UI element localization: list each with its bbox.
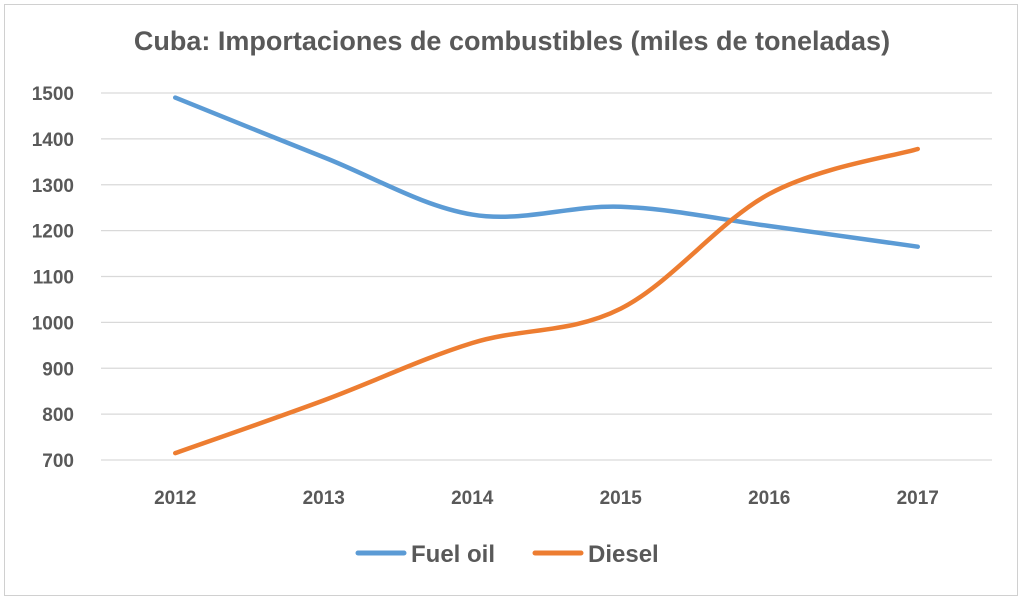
legend-label-fuel-oil: Fuel oil <box>411 541 495 568</box>
x-tick-label: 2013 <box>303 488 345 509</box>
x-tick-label: 2016 <box>748 488 790 509</box>
chart-frame <box>4 4 1018 596</box>
y-tick-label: 800 <box>42 405 74 426</box>
y-tick-label: 1200 <box>32 222 74 243</box>
x-tick-label: 2012 <box>154 488 196 509</box>
series-line-diesel <box>173 146 920 456</box>
y-tick-label: 900 <box>42 359 74 380</box>
legend: Fuel oil Diesel <box>355 541 659 568</box>
gridlines <box>101 92 992 461</box>
series-lines <box>173 95 920 456</box>
y-tick-label: 1100 <box>33 268 74 289</box>
y-tick-label: 1400 <box>32 130 74 151</box>
legend-label-diesel: Diesel <box>588 541 659 568</box>
y-tick-label: 1500 <box>32 84 74 105</box>
series-line-fuel-oil <box>173 95 920 249</box>
y-tick-label: 700 <box>42 451 74 472</box>
x-axis-ticks: 2012 2013 2014 2015 2016 2017 <box>154 488 939 509</box>
y-tick-label: 1000 <box>32 313 74 334</box>
y-tick-label: 1300 <box>32 176 74 197</box>
x-tick-label: 2015 <box>600 488 643 509</box>
y-axis-ticks: 700 800 900 1000 1100 1200 1300 1400 1500 <box>32 84 74 472</box>
x-tick-label: 2014 <box>451 488 494 509</box>
chart-title: Cuba: Importaciones de combustibles (mil… <box>133 26 891 56</box>
x-tick-label: 2017 <box>897 488 939 509</box>
